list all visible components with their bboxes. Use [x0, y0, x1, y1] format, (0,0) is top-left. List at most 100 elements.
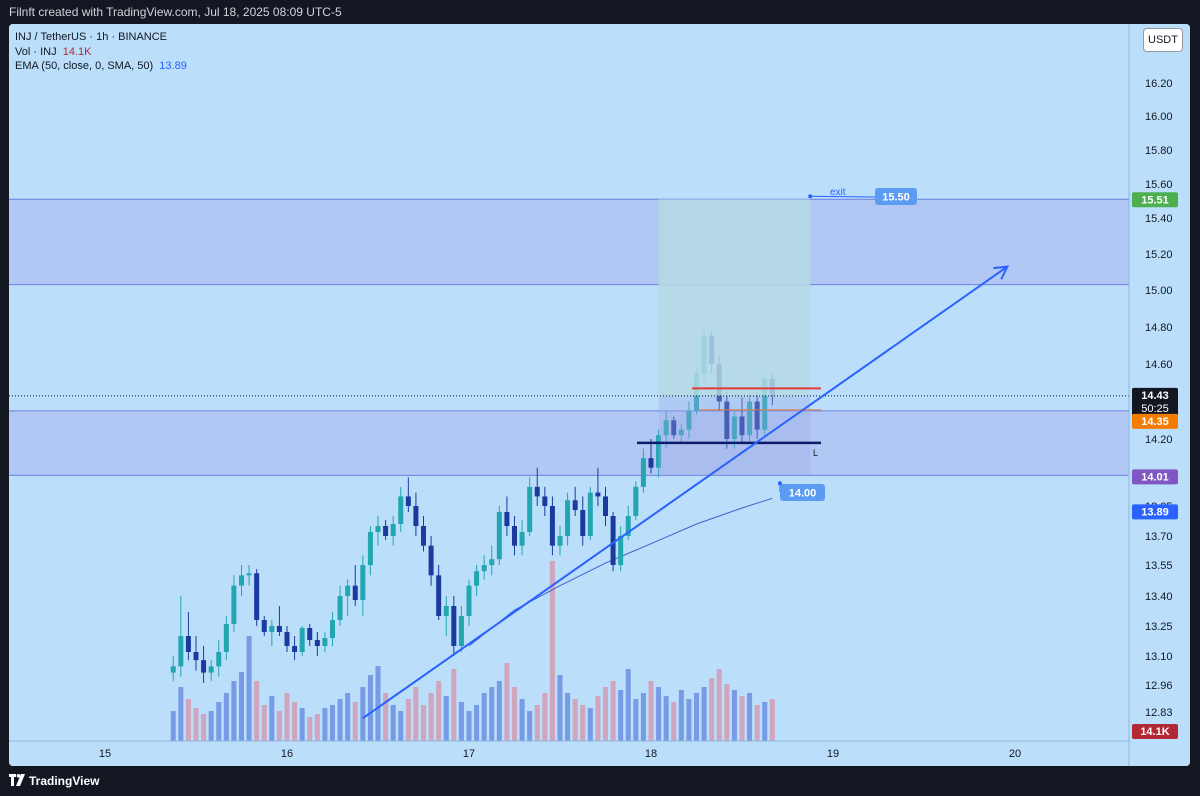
- candle-body[interactable]: [549, 506, 555, 546]
- candle-body[interactable]: [269, 626, 275, 632]
- candle-body[interactable]: [656, 435, 662, 468]
- candle-body[interactable]: [618, 536, 624, 565]
- candle-body[interactable]: [421, 526, 426, 546]
- candle-body[interactable]: [512, 526, 517, 546]
- candle-body[interactable]: [466, 585, 472, 616]
- position-target-area[interactable]: [658, 199, 811, 396]
- candle-body[interactable]: [625, 516, 631, 536]
- price-axis-tick: 12.83: [1145, 707, 1173, 719]
- candle-body[interactable]: [580, 510, 586, 536]
- volume-bar: [367, 675, 373, 741]
- candle-body[interactable]: [299, 628, 305, 652]
- volume-bar: [587, 708, 593, 741]
- candle-body[interactable]: [201, 660, 207, 673]
- candle-body[interactable]: [383, 526, 389, 536]
- position-stop-area[interactable]: [658, 395, 811, 476]
- candle-body[interactable]: [648, 458, 654, 468]
- candle-body[interactable]: [519, 532, 525, 546]
- candle-body[interactable]: [428, 545, 434, 576]
- candle-body[interactable]: [330, 620, 335, 638]
- candle-body[interactable]: [178, 636, 184, 667]
- candle-body[interactable]: [739, 416, 745, 436]
- candle-body[interactable]: [284, 632, 290, 646]
- candle-body[interactable]: [481, 565, 487, 572]
- candle-body[interactable]: [587, 492, 593, 536]
- candle-body[interactable]: [246, 573, 252, 576]
- candle-body[interactable]: [231, 585, 237, 624]
- chart-frame[interactable]: L exit 15.50 14.00 16.20 16.00 15.80 15.60 15.…: [9, 24, 1190, 766]
- candle-body[interactable]: [405, 496, 411, 506]
- candle-body[interactable]: [261, 620, 267, 632]
- candle-body[interactable]: [724, 401, 730, 440]
- price-badge[interactable]: [1132, 724, 1178, 739]
- candle-body[interactable]: [534, 486, 540, 497]
- candle-body[interactable]: [193, 652, 199, 661]
- candle-body[interactable]: [314, 640, 320, 646]
- candle-body[interactable]: [504, 512, 510, 526]
- candle-body[interactable]: [292, 646, 298, 652]
- price-badge[interactable]: [1132, 504, 1178, 520]
- candle-body[interactable]: [762, 379, 768, 430]
- candle-body[interactable]: [451, 606, 457, 646]
- price-badge[interactable]: [1132, 387, 1178, 416]
- candle-body[interactable]: [352, 585, 358, 600]
- candle-body[interactable]: [640, 458, 646, 487]
- trendline[interactable]: [362, 265, 1008, 720]
- candle-body[interactable]: [671, 420, 677, 436]
- candle-body[interactable]: [413, 506, 419, 526]
- legend-volume[interactable]: Vol · INJ 14.1K: [15, 45, 187, 60]
- candle-body[interactable]: [223, 624, 229, 652]
- candle-body[interactable]: [367, 532, 373, 565]
- candle-body[interactable]: [731, 416, 737, 440]
- volume-bar: [557, 675, 563, 741]
- candle-body[interactable]: [170, 666, 176, 673]
- candle-body[interactable]: [360, 565, 366, 600]
- candle-body[interactable]: [754, 401, 760, 430]
- candle-body[interactable]: [474, 571, 480, 586]
- candle-body[interactable]: [678, 429, 684, 436]
- candle-body[interactable]: [572, 500, 578, 510]
- candle-body[interactable]: [489, 559, 495, 565]
- candle-body[interactable]: [216, 652, 222, 667]
- candle-body[interactable]: [345, 585, 351, 596]
- legend-volume-value: 14.1K: [62, 45, 92, 58]
- currency-button[interactable]: USDT: [1143, 28, 1183, 52]
- candle-body[interactable]: [557, 536, 563, 546]
- legend-ema-value: 13.89: [159, 60, 187, 72]
- price-badge[interactable]: [1132, 469, 1178, 485]
- candle-body[interactable]: [398, 496, 404, 524]
- candle-body[interactable]: [686, 410, 692, 430]
- price-badge[interactable]: [1132, 192, 1178, 208]
- candle-body[interactable]: [375, 526, 381, 532]
- candle-body[interactable]: [565, 500, 571, 536]
- candle-body[interactable]: [633, 486, 639, 516]
- low-price-badge[interactable]: [780, 484, 825, 501]
- candle-body[interactable]: [527, 486, 533, 532]
- candle-body[interactable]: [307, 628, 313, 640]
- candle-body[interactable]: [610, 516, 616, 565]
- candle-body[interactable]: [595, 492, 601, 497]
- candle-body[interactable]: [208, 666, 214, 673]
- candle-body[interactable]: [390, 524, 396, 536]
- candle-body[interactable]: [747, 401, 753, 436]
- candle-body[interactable]: [603, 496, 608, 516]
- candle-body[interactable]: [436, 575, 442, 616]
- volume-bar: [716, 669, 722, 741]
- candle-body[interactable]: [542, 496, 548, 506]
- candle-body[interactable]: [663, 420, 669, 436]
- price-badge[interactable]: [1132, 413, 1178, 429]
- candle-body[interactable]: [337, 596, 343, 620]
- candle-body[interactable]: [254, 573, 260, 620]
- chart-canvas[interactable]: L exit 15.50 14.00 16.20 16.00 15.80 15.60 15.…: [9, 24, 1190, 766]
- exit-price-badge[interactable]: [875, 188, 917, 205]
- candle-body[interactable]: [458, 616, 464, 646]
- candle-body[interactable]: [322, 638, 328, 646]
- price-axis-tick: 13.10: [1145, 651, 1173, 663]
- candle-body[interactable]: [185, 636, 191, 652]
- candle-body[interactable]: [443, 606, 449, 616]
- legend-symbol[interactable]: INJ / TetherUS · 1h · BINANCE: [15, 31, 168, 43]
- candle-body[interactable]: [496, 512, 502, 560]
- candle-body[interactable]: [276, 626, 282, 632]
- candle-body[interactable]: [239, 575, 244, 586]
- legend-ema[interactable]: EMA (50, close, 0, SMA, 50) 13.89: [15, 59, 187, 74]
